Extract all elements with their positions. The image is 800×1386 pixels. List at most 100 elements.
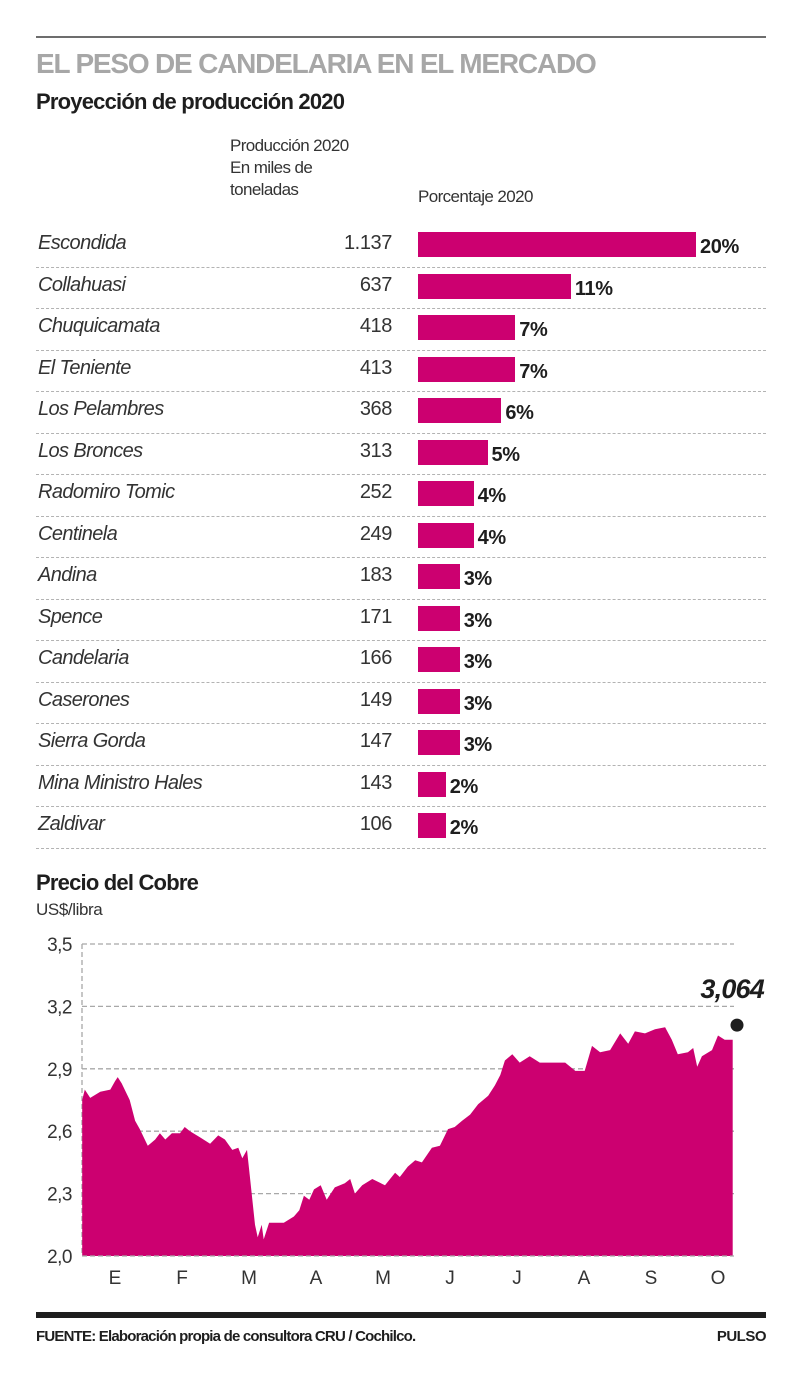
percentage-label: 3%	[463, 692, 493, 715]
y-tick-label: 2,0	[47, 1247, 72, 1268]
percentage-bar	[418, 356, 516, 382]
mine-name: Chuquicamata	[38, 315, 160, 337]
row-separator	[36, 266, 766, 268]
mine-name: Collahuasi	[38, 273, 126, 296]
mine-name: Sierra Gorda	[38, 730, 146, 752]
production-value: 149	[359, 688, 393, 711]
row-separator	[36, 308, 766, 309]
percentage-label: 5%	[491, 443, 521, 466]
x-tick-label: S	[645, 1268, 658, 1289]
production-value: 418	[359, 315, 393, 337]
row-separator	[36, 432, 766, 434]
x-tick-label: J	[512, 1268, 522, 1289]
production-value: 1.137	[343, 232, 392, 254]
percentage-bar	[418, 273, 571, 299]
last-value-dot	[730, 1018, 744, 1032]
production-value: 166	[359, 647, 393, 669]
production-value: 368	[359, 398, 393, 420]
production-value: 143	[359, 771, 393, 794]
percentage-bar	[418, 813, 446, 838]
x-tick-label: J	[445, 1268, 455, 1289]
table-row: Sierra Gorda 147 3%	[36, 724, 766, 766]
table-row: Candelaria 166 3%	[36, 641, 766, 683]
y-tick-label: 2,3	[47, 1185, 72, 1206]
percentage-bar	[418, 439, 488, 465]
table-row: Radomiro Tomic 252 4%	[36, 475, 766, 517]
percentage-bar	[418, 647, 460, 672]
x-tick-label: O	[711, 1268, 726, 1289]
percentage-bar	[418, 522, 474, 548]
percentage-bar	[418, 730, 460, 755]
percentage-bar	[418, 398, 502, 423]
table-row: Mina Ministro Hales 143 2%	[36, 766, 766, 807]
percentage-label: 3%	[463, 609, 493, 632]
table-row: Caserones 149 3%	[36, 683, 766, 724]
mine-name: Escondida	[38, 232, 127, 254]
x-tick-label: A	[310, 1268, 323, 1289]
table-row: Los Pelambres 368 6%	[36, 392, 766, 434]
x-tick-label: E	[109, 1268, 122, 1289]
row-separator	[36, 806, 766, 807]
percentage-label: 11%	[574, 277, 613, 300]
production-value: 313	[359, 439, 393, 462]
percentage-label: 3%	[463, 568, 493, 590]
percentage-bar	[418, 315, 516, 340]
y-tick-label: 3,2	[47, 997, 72, 1018]
page-title: EL PESO DE CANDELARIA EN EL MERCADO	[36, 48, 597, 79]
table-row: Spence 171 3%	[36, 600, 766, 641]
table-row: Andina 183 3%	[36, 558, 766, 600]
x-tick-label: A	[578, 1268, 591, 1289]
row-separator	[36, 474, 766, 475]
copper-price-chart: 2,0 2,3 2,6 2,9 3,2 3,5 E F M A M J J A S O 3,064	[47, 935, 765, 1289]
production-value: 183	[359, 564, 393, 586]
table-row: Chuquicamata 418 7%	[36, 309, 766, 351]
row-separator	[36, 391, 766, 392]
mine-name: Caserones	[38, 688, 130, 711]
row-separator	[36, 598, 766, 600]
y-tick-label: 2,6	[47, 1122, 72, 1143]
source-note: FUENTE: Elaboración propia de consultora…	[36, 1328, 416, 1345]
percentage-label: 7%	[519, 360, 548, 383]
row-separator	[36, 640, 766, 641]
brand-label: PULSO	[716, 1328, 767, 1345]
row-separator	[36, 723, 766, 724]
price-chart-unit: US$/libra	[36, 900, 103, 919]
percentage-label: 7%	[519, 319, 548, 341]
production-header-line: Producción 2020	[230, 136, 349, 155]
production-value: 171	[359, 605, 393, 628]
production-value: 637	[359, 273, 393, 296]
percentage-label: 4%	[477, 485, 507, 507]
percentage-label: 3%	[463, 651, 493, 673]
y-tick-label: 2,9	[47, 1060, 72, 1081]
row-separator	[36, 847, 766, 849]
row-separator	[36, 764, 766, 766]
percentage-label: 6%	[505, 402, 534, 424]
percentage-bar	[418, 564, 460, 589]
percentage-label: 3%	[463, 734, 493, 756]
table-row: Los Bronces 313 5%	[36, 434, 766, 475]
percentage-bar	[418, 481, 474, 506]
percentage-label: 4%	[477, 526, 507, 549]
row-separator	[36, 515, 766, 517]
production-header-line: En miles de	[230, 158, 313, 177]
mine-name: Andina	[38, 564, 97, 586]
table-row: Collahuasi 637 11%	[36, 268, 766, 309]
x-tick-label: M	[375, 1268, 391, 1289]
row-separator	[36, 681, 766, 683]
price-chart-title: Precio del Cobre	[36, 870, 199, 895]
top-rule	[36, 36, 766, 38]
production-value: 249	[359, 522, 393, 545]
mine-name: Centinela	[38, 522, 118, 545]
mine-name: Radomiro Tomic	[38, 481, 175, 503]
production-value: 106	[359, 813, 393, 835]
percentage-label: 2%	[449, 817, 479, 839]
percentage-bar	[418, 232, 696, 257]
percentage-label: 2%	[449, 775, 479, 798]
production-header-line: toneladas	[230, 180, 299, 199]
production-value: 252	[359, 481, 393, 503]
mine-name: Zaldivar	[38, 813, 105, 835]
x-tick-label: M	[241, 1268, 257, 1289]
table-row: El Teniente 413 7%	[36, 351, 766, 392]
mine-name: Spence	[38, 605, 103, 628]
price-area	[82, 1027, 733, 1256]
